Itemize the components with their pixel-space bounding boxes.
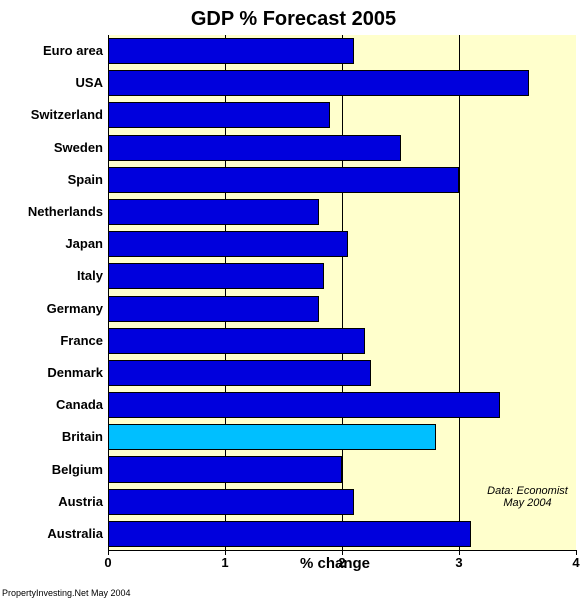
x-tick-label: 4: [572, 555, 579, 570]
chart-title: GDP % Forecast 2005: [0, 8, 587, 31]
x-tick-label: 3: [455, 555, 462, 570]
y-axis-label: Spain: [68, 172, 103, 187]
y-axis-label: Switzerland: [31, 107, 103, 122]
y-axis-label: Australia: [47, 526, 103, 541]
bar: [108, 199, 319, 225]
bar: [108, 102, 330, 128]
bar: [108, 392, 500, 418]
y-axis-label: Italy: [77, 268, 103, 283]
footer-credit: PropertyInvesting.Net May 2004: [2, 588, 131, 598]
grid-line: [459, 35, 460, 550]
y-axis-label: Canada: [56, 397, 103, 412]
y-axis-label: Sweden: [54, 140, 103, 155]
x-tick-label: 0: [104, 555, 111, 570]
bar: [108, 328, 365, 354]
y-axis-line: [108, 35, 109, 550]
bar: [108, 456, 342, 482]
bar: [108, 296, 319, 322]
grid-line: [342, 35, 343, 550]
y-axis-label: Denmark: [47, 365, 103, 380]
y-axis-label: USA: [76, 75, 103, 90]
y-axis-label: Austria: [58, 494, 103, 509]
y-axis-label: Euro area: [43, 43, 103, 58]
plot-area: [108, 35, 576, 550]
bar: [108, 70, 529, 96]
bar: [108, 167, 459, 193]
y-axis-label: France: [60, 333, 103, 348]
y-axis-label: Japan: [65, 236, 103, 251]
data-source-line2: May 2004: [503, 497, 551, 509]
x-tick-label: 2: [338, 555, 345, 570]
x-axis-label: % change: [300, 555, 370, 572]
chart-container: GDP % Forecast 2005 % change Data: Econo…: [0, 0, 587, 600]
data-source-line1: Data: Economist: [487, 485, 568, 497]
bar: [108, 360, 371, 386]
bar: [108, 521, 471, 547]
bar: [108, 38, 354, 64]
y-axis-label: Netherlands: [28, 204, 103, 219]
y-axis-label: Germany: [47, 301, 103, 316]
bar: [108, 489, 354, 515]
y-axis-label: Britain: [62, 429, 103, 444]
bar: [108, 231, 348, 257]
x-tick-label: 1: [221, 555, 228, 570]
data-source: Data: Economist May 2004: [480, 485, 575, 509]
y-axis-label: Belgium: [52, 462, 103, 477]
bar: [108, 263, 324, 289]
bar: [108, 135, 401, 161]
bar: [108, 424, 436, 450]
